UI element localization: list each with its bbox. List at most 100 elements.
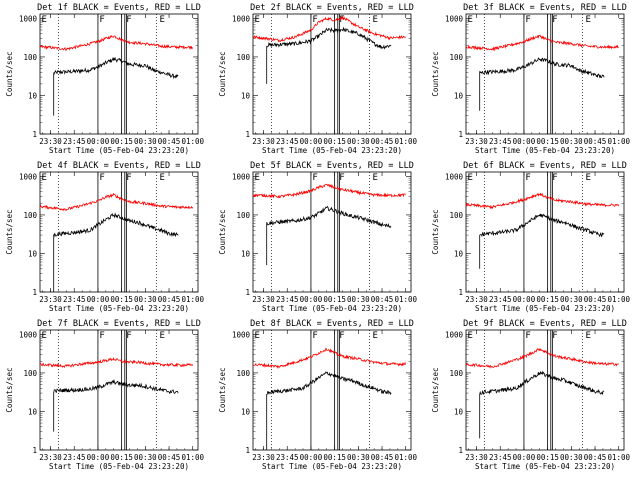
marker-f: F — [126, 331, 131, 341]
x-tick-label: 00:15 — [323, 137, 346, 146]
x-axis-label: Start Time (05-Feb-04 23:23:20) — [262, 462, 402, 471]
x-tick-label: 00:30 — [134, 137, 157, 146]
y-tick-label: 10 — [241, 407, 251, 416]
x-tick-label: 00:15 — [110, 295, 133, 304]
marker-e: E — [159, 331, 164, 341]
plot-frame — [465, 13, 625, 135]
x-tick-label: 00:00 — [513, 137, 536, 146]
marker-f: F — [525, 331, 530, 341]
marker-e: E — [372, 15, 377, 25]
y-tick-label: 1 — [458, 288, 463, 297]
x-tick-label: 23:45 — [63, 295, 86, 304]
y-axis-label: Counts/sec — [218, 367, 227, 412]
y-axis-label: Counts/sec — [218, 209, 227, 254]
marker-e: E — [585, 173, 590, 183]
series-events-line — [479, 213, 605, 269]
y-tick-label: 10 — [28, 407, 38, 416]
detector-panel-3: Det 3f BLACK = Events, RED = LLD 23:30 23:… — [431, 3, 631, 155]
y-tick-label: 1 — [32, 446, 37, 455]
x-tick-label: 01:00 — [394, 453, 417, 462]
x-tick-label: 01:00 — [607, 295, 630, 304]
y-axis-label: Counts/sec — [218, 51, 227, 96]
marker-e: E — [159, 15, 164, 25]
x-tick-label: 23:30 — [39, 453, 62, 462]
y-axis-label: Counts/sec — [431, 367, 440, 412]
marker-f: F — [552, 331, 557, 341]
detector-panel-9: Det 9f BLACK = Events, RED = LLD 23:30 23:… — [431, 319, 631, 471]
x-tick-label: 00:30 — [347, 137, 370, 146]
series-events-line — [53, 56, 179, 116]
marker-e: E — [372, 331, 377, 341]
x-tick-label: 23:30 — [252, 295, 275, 304]
series-events-line — [266, 26, 392, 84]
chart-title: Det 3f BLACK = Events, RED = LLD — [463, 3, 627, 13]
x-tick-label: 00:00 — [87, 295, 110, 304]
y-tick-label: 1000 — [445, 14, 464, 23]
marker-f: F — [339, 173, 344, 183]
detector-panel-1: Det 1f BLACK = Events, RED = LLD 23:30 23:… — [5, 3, 205, 155]
detector-panel-7: Det 7f BLACK = Events, RED = LLD 23:30 23:… — [5, 319, 205, 471]
x-tick-label: 01:00 — [181, 295, 204, 304]
plot-frame — [252, 13, 412, 135]
marker-f: F — [339, 15, 344, 25]
y-tick-label: 1000 — [19, 172, 38, 181]
series-events-line — [479, 57, 605, 111]
plot-frame — [252, 329, 412, 451]
marker-f: F — [312, 15, 317, 25]
x-tick-label: 00:15 — [323, 295, 346, 304]
x-tick-label: 01:00 — [607, 137, 630, 146]
plot-frame — [39, 13, 199, 135]
y-tick-label: 1000 — [232, 330, 251, 339]
x-axis-label: Start Time (05-Feb-04 23:23:20) — [262, 146, 402, 155]
x-tick-label: 01:00 — [394, 295, 417, 304]
x-tick-label: 01:00 — [181, 137, 204, 146]
y-tick-label: 100 — [23, 53, 37, 62]
x-tick-label: 00:30 — [560, 137, 583, 146]
x-tick-label: 00:15 — [536, 295, 559, 304]
marker-e: E — [42, 173, 47, 183]
detector-panel-6: Det 6f BLACK = Events, RED = LLD 23:30 23:… — [431, 161, 631, 313]
y-tick-label: 10 — [454, 91, 464, 100]
chart-title: Det 4f BLACK = Events, RED = LLD — [37, 161, 201, 171]
y-tick-label: 1000 — [445, 330, 464, 339]
marker-e: E — [468, 173, 473, 183]
x-tick-label: 23:45 — [63, 137, 86, 146]
y-axis-label: Counts/sec — [431, 51, 440, 96]
chart-title: Det 2f BLACK = Events, RED = LLD — [250, 3, 414, 13]
x-tick-label: 00:00 — [300, 453, 323, 462]
series-lld-line — [39, 357, 193, 369]
plot-frame — [39, 171, 199, 293]
y-axis-label: Counts/sec — [5, 51, 14, 96]
x-tick-label: 23:30 — [465, 295, 488, 304]
marker-e: E — [585, 15, 590, 25]
x-tick-label: 00:30 — [347, 295, 370, 304]
plot-frame — [252, 171, 412, 293]
series-lld-line — [39, 35, 193, 51]
x-tick-label: 23:30 — [39, 295, 62, 304]
y-axis-label: Counts/sec — [5, 209, 14, 254]
marker-f: F — [552, 15, 557, 25]
marker-f: F — [126, 15, 131, 25]
x-tick-label: 23:45 — [276, 295, 299, 304]
x-tick-label: 00:00 — [300, 137, 323, 146]
series-lld-line — [253, 15, 406, 43]
marker-f: F — [339, 331, 344, 341]
x-tick-label: 23:30 — [39, 137, 62, 146]
x-axis-label: Start Time (05-Feb-04 23:23:20) — [49, 462, 189, 471]
y-tick-label: 100 — [23, 369, 37, 378]
y-axis-label: Counts/sec — [5, 367, 14, 412]
y-axis-label: Counts/sec — [431, 209, 440, 254]
y-tick-label: 1 — [458, 446, 463, 455]
series-lld-line — [39, 192, 193, 212]
marker-e: E — [255, 331, 260, 341]
marker-f: F — [312, 173, 317, 183]
x-tick-label: 01:00 — [607, 453, 630, 462]
x-axis-label: Start Time (05-Feb-04 23:23:20) — [262, 304, 402, 313]
y-tick-label: 1 — [32, 130, 37, 139]
x-tick-label: 00:15 — [536, 453, 559, 462]
detector-panel-5: Det 5f BLACK = Events, RED = LLD 23:30 23:… — [218, 161, 418, 313]
x-tick-label: 00:45 — [371, 453, 394, 462]
plot-frame — [465, 171, 625, 293]
x-axis-label: Start Time (05-Feb-04 23:23:20) — [475, 304, 615, 313]
